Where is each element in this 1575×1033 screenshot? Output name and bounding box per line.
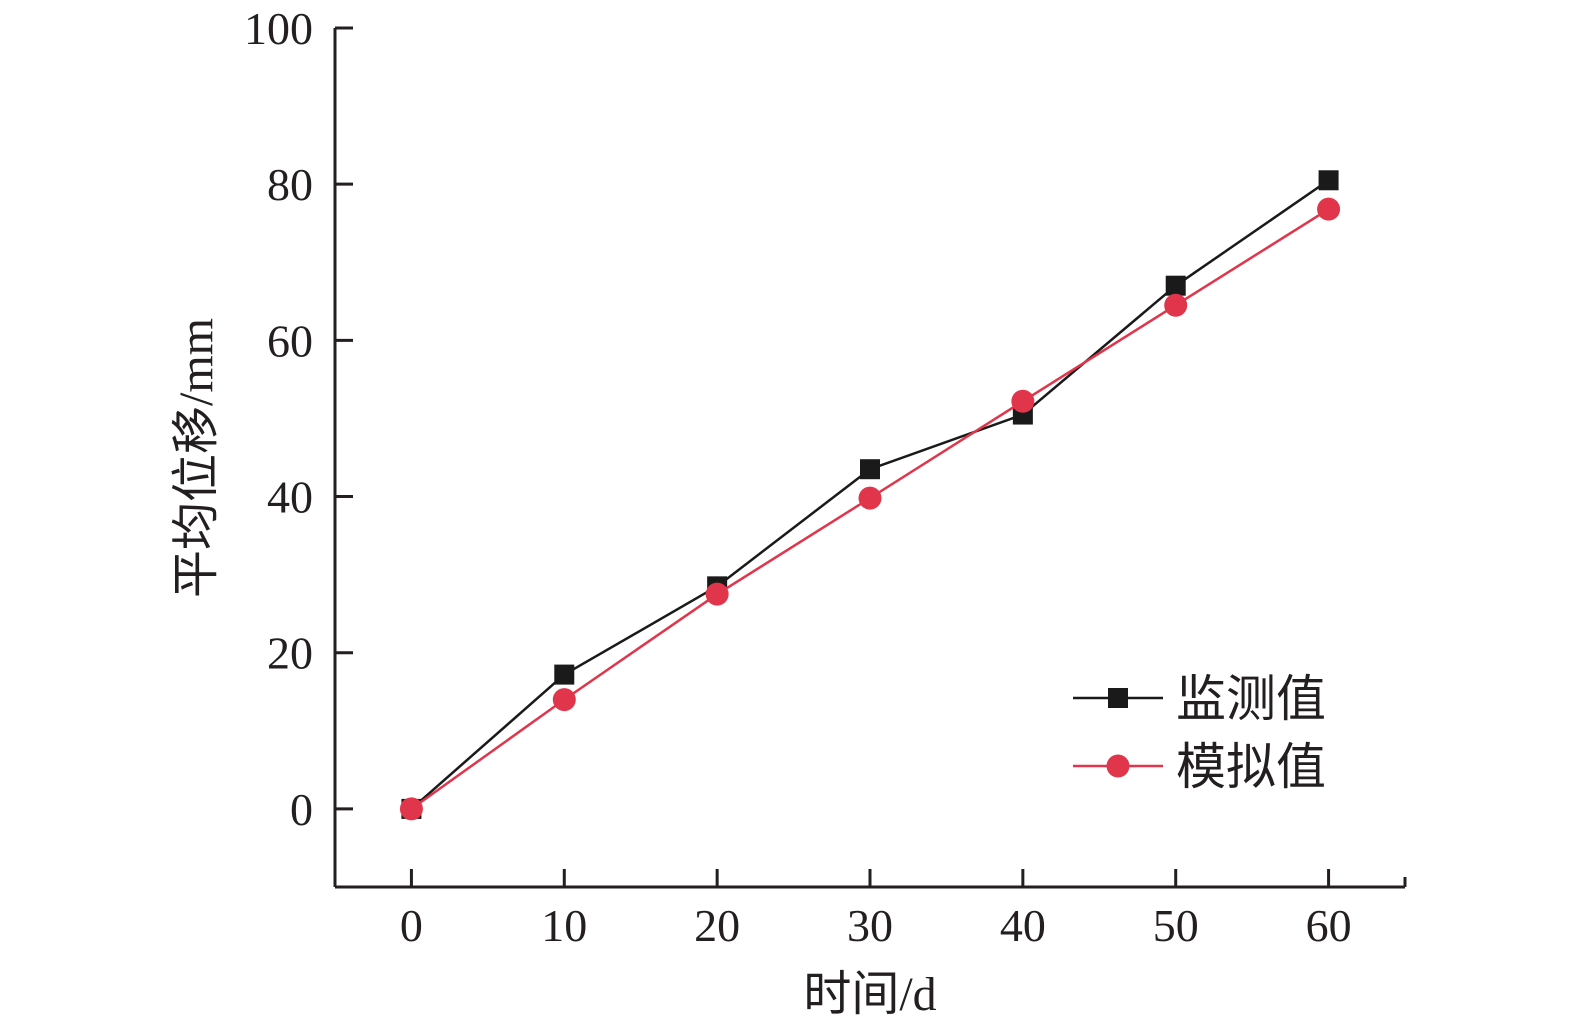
x-tick-label: 30 xyxy=(847,900,893,951)
y-tick-label: 100 xyxy=(244,3,313,54)
series-2-point xyxy=(1164,293,1188,317)
x-ticks: 0 10 20 30 40 50 60 xyxy=(400,869,1352,951)
series-1-point xyxy=(1318,170,1339,191)
legend-marker xyxy=(1108,688,1128,708)
x-tick-label: 60 xyxy=(1306,900,1352,951)
series-2 xyxy=(399,197,1341,821)
series-1-point xyxy=(860,459,880,480)
y-tick-label: 0 xyxy=(290,784,313,835)
series-1-point xyxy=(554,664,575,685)
y-tick-label: 60 xyxy=(267,315,313,366)
series-2-point xyxy=(705,582,729,606)
series-2-point xyxy=(1317,197,1341,221)
x-tick-label: 40 xyxy=(1000,900,1046,951)
x-tick-label: 50 xyxy=(1153,900,1199,951)
y-axis-title: 平均位移/mm xyxy=(170,318,223,598)
x-tick-label: 20 xyxy=(694,900,740,951)
series-2-point xyxy=(858,486,882,510)
legend-label: 监测值 xyxy=(1176,671,1326,727)
legend-marker xyxy=(1106,754,1130,778)
legend-item-2: 模拟值 xyxy=(1073,739,1326,795)
series-layer xyxy=(399,170,1341,821)
y-tick-label: 80 xyxy=(267,159,313,210)
y-ticks: 0 20 40 60 80 100 xyxy=(244,3,353,835)
series-2-point xyxy=(552,688,576,712)
x-tick-label: 10 xyxy=(541,900,587,951)
legend-label: 模拟值 xyxy=(1176,739,1326,795)
series-2-point xyxy=(399,797,423,821)
y-tick-label: 20 xyxy=(267,628,313,679)
series-1-point xyxy=(1165,275,1186,296)
y-tick-label: 40 xyxy=(267,472,313,523)
x-tick-label: 0 xyxy=(400,900,423,951)
legend-item-1: 监测值 xyxy=(1073,671,1326,727)
x-axis-title: 时间/d xyxy=(803,968,936,1021)
series-2-point xyxy=(1011,389,1035,413)
